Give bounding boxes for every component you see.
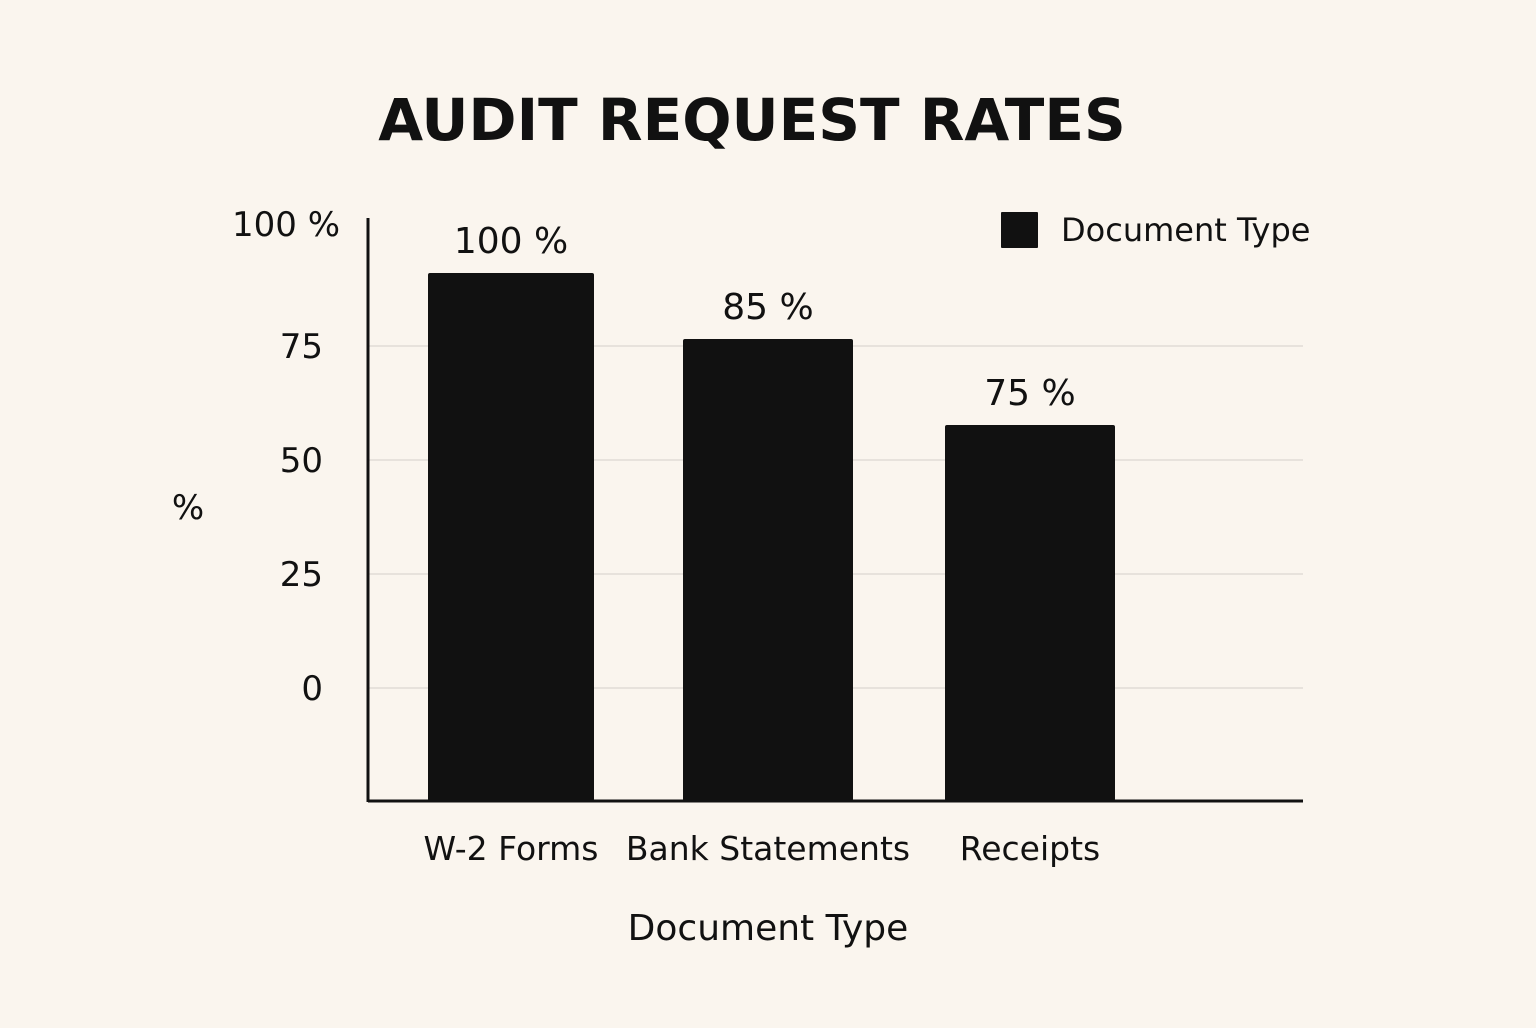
y-tick-label-75: 75 bbox=[280, 327, 323, 367]
data-label-bank-statements: 85 % bbox=[722, 287, 813, 328]
data-labels: 100 % 85 % 75 % bbox=[454, 221, 1076, 414]
y-tick-label-0: 0 bbox=[301, 669, 323, 709]
bar-receipts bbox=[945, 425, 1115, 801]
bar-bank-statements bbox=[683, 339, 853, 801]
category-label-receipts: Receipts bbox=[960, 829, 1100, 868]
x-axis-categories: W-2 Forms Bank Statements Receipts bbox=[423, 829, 1100, 868]
legend: Document Type bbox=[1001, 211, 1310, 249]
category-label-w-2-forms: W-2 Forms bbox=[423, 829, 598, 868]
legend-swatch bbox=[1001, 212, 1038, 248]
data-label-w-2-forms: 100 % bbox=[454, 221, 568, 262]
y-tick-label-100: 100 % bbox=[232, 205, 340, 245]
bar-w-2-forms bbox=[428, 273, 594, 801]
y-axis-label: % bbox=[172, 488, 204, 528]
chart-title: AUDIT REQUEST RATES bbox=[378, 86, 1126, 154]
x-axis-label: Document Type bbox=[628, 908, 909, 949]
legend-label: Document Type bbox=[1061, 211, 1310, 249]
data-label-receipts: 75 % bbox=[984, 373, 1075, 414]
category-label-bank-statements: Bank Statements bbox=[626, 829, 910, 868]
y-axis-ticks: 0 25 50 75 100 % bbox=[232, 205, 340, 709]
y-tick-label-50: 50 bbox=[280, 441, 323, 481]
bars bbox=[428, 273, 1115, 801]
y-tick-label-25: 25 bbox=[280, 555, 323, 595]
